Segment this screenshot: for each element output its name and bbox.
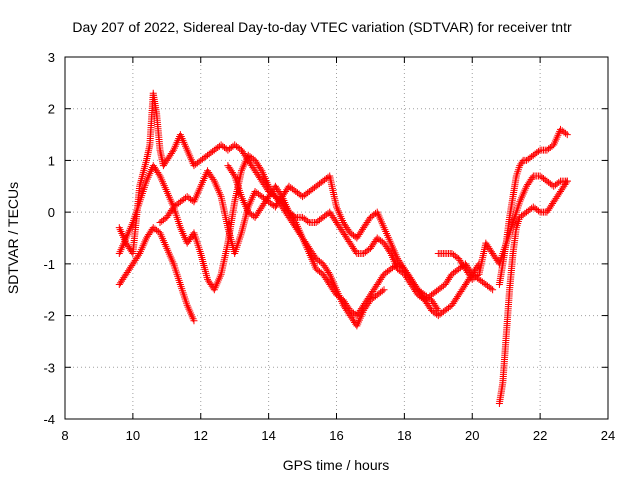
y-tick-label: -4 [43, 412, 55, 427]
data-point-marker [230, 170, 238, 178]
data-point-marker [297, 232, 305, 240]
data-point-marker [135, 251, 143, 259]
series-track-g [495, 177, 571, 407]
data-point-marker [563, 131, 571, 139]
data-point-marker [555, 178, 563, 186]
series-track-h [495, 125, 571, 289]
data-point-marker [433, 305, 441, 313]
data-point-marker [489, 286, 497, 294]
data-point-marker [562, 179, 570, 187]
data-point-marker [325, 268, 333, 276]
data-point-marker [277, 191, 285, 199]
data-point-marker [487, 284, 495, 292]
series-track-d [156, 167, 442, 314]
y-tick-label: -2 [43, 309, 55, 324]
x-axis-label: GPS time / hours [283, 457, 390, 473]
data-point-marker [534, 207, 542, 215]
data-point-marker [290, 212, 298, 220]
x-tick-label: 20 [465, 428, 479, 443]
series-track-b [115, 151, 483, 320]
y-tick-label: -3 [43, 360, 55, 375]
data-point-marker [563, 177, 571, 185]
y-axis-label: SDTVAR / TECUs [5, 182, 21, 294]
x-tick-label: 24 [601, 428, 615, 443]
data-point-marker [168, 148, 176, 156]
series-track-e [224, 162, 497, 304]
data-point-marker [257, 165, 265, 173]
x-tick-label: 22 [533, 428, 547, 443]
data-point-marker [190, 317, 198, 325]
x-tick-label: 18 [397, 428, 411, 443]
x-tick-label: 10 [126, 428, 140, 443]
y-tick-label: -1 [43, 257, 55, 272]
data-point-marker [562, 129, 570, 137]
data-point-marker [304, 217, 312, 225]
x-tick-label: 8 [61, 428, 68, 443]
data-point-marker [209, 175, 217, 183]
data-point-marker [380, 286, 388, 294]
x-tick-label: 14 [261, 428, 275, 443]
data-point-marker [434, 306, 442, 314]
x-tick-label: 12 [194, 428, 208, 443]
data-point-marker [386, 248, 394, 256]
chart-title: Day 207 of 2022, Sidereal Day-to-day VTE… [72, 19, 572, 35]
y-tick-label: 3 [48, 50, 55, 65]
data-point-marker [534, 147, 542, 155]
data-point-marker [378, 287, 386, 295]
y-tick-label: 2 [48, 102, 55, 117]
series-track-a [115, 89, 388, 330]
data-points [115, 89, 571, 407]
y-tick-label: 1 [48, 153, 55, 168]
x-tick-label: 16 [329, 428, 343, 443]
data-point-marker [155, 170, 163, 178]
y-tick-label: 0 [48, 205, 55, 220]
series-track-c [115, 224, 198, 325]
